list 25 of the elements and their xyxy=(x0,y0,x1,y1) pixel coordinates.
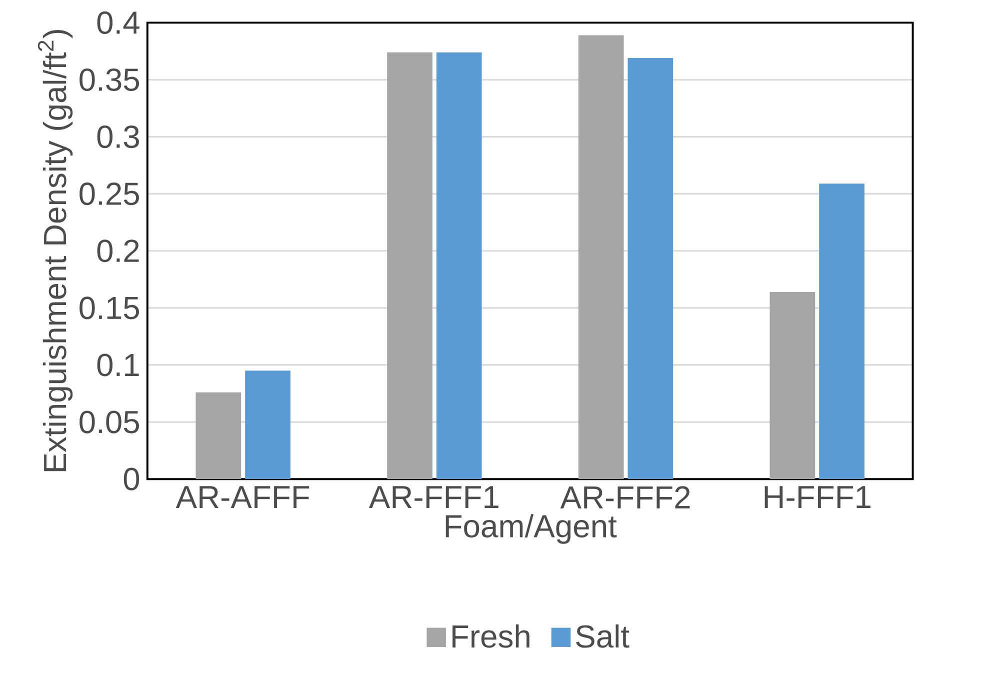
bar xyxy=(770,292,816,479)
x-tick-label: H-FFF1 xyxy=(764,486,870,508)
x-tick-label: AR-FFF2 xyxy=(560,486,690,508)
y-tick-label: 0 xyxy=(124,468,140,490)
bar xyxy=(196,392,242,479)
y-tick-label: 0.25 xyxy=(80,182,140,205)
y-tick-label: 0.35 xyxy=(80,68,140,91)
bar xyxy=(819,183,864,479)
bar xyxy=(245,370,290,479)
x-tick-label: AR-AFFF xyxy=(176,486,310,508)
y-tick-label: 0.4 xyxy=(97,11,140,34)
y-tick-label: 0.1 xyxy=(97,354,139,376)
bar xyxy=(387,52,432,479)
y-tick-label: 0.2 xyxy=(97,239,139,262)
y-tick-label: 0.15 xyxy=(80,296,140,320)
y-axis-title: Extinguishment Density (gal/ft$^{2}$) xyxy=(38,30,73,471)
legend-label: Fresh xyxy=(452,624,530,648)
bar xyxy=(628,58,674,479)
x-axis-title: Foam/Agent xyxy=(446,514,617,544)
y-tick-label: 0.05 xyxy=(80,410,140,434)
bar xyxy=(436,52,482,479)
legend-label: Salt xyxy=(576,624,630,648)
x-tick-label: AR-FFF1 xyxy=(368,486,498,508)
bar xyxy=(578,35,624,479)
y-tick-label: 0.3 xyxy=(97,125,139,148)
